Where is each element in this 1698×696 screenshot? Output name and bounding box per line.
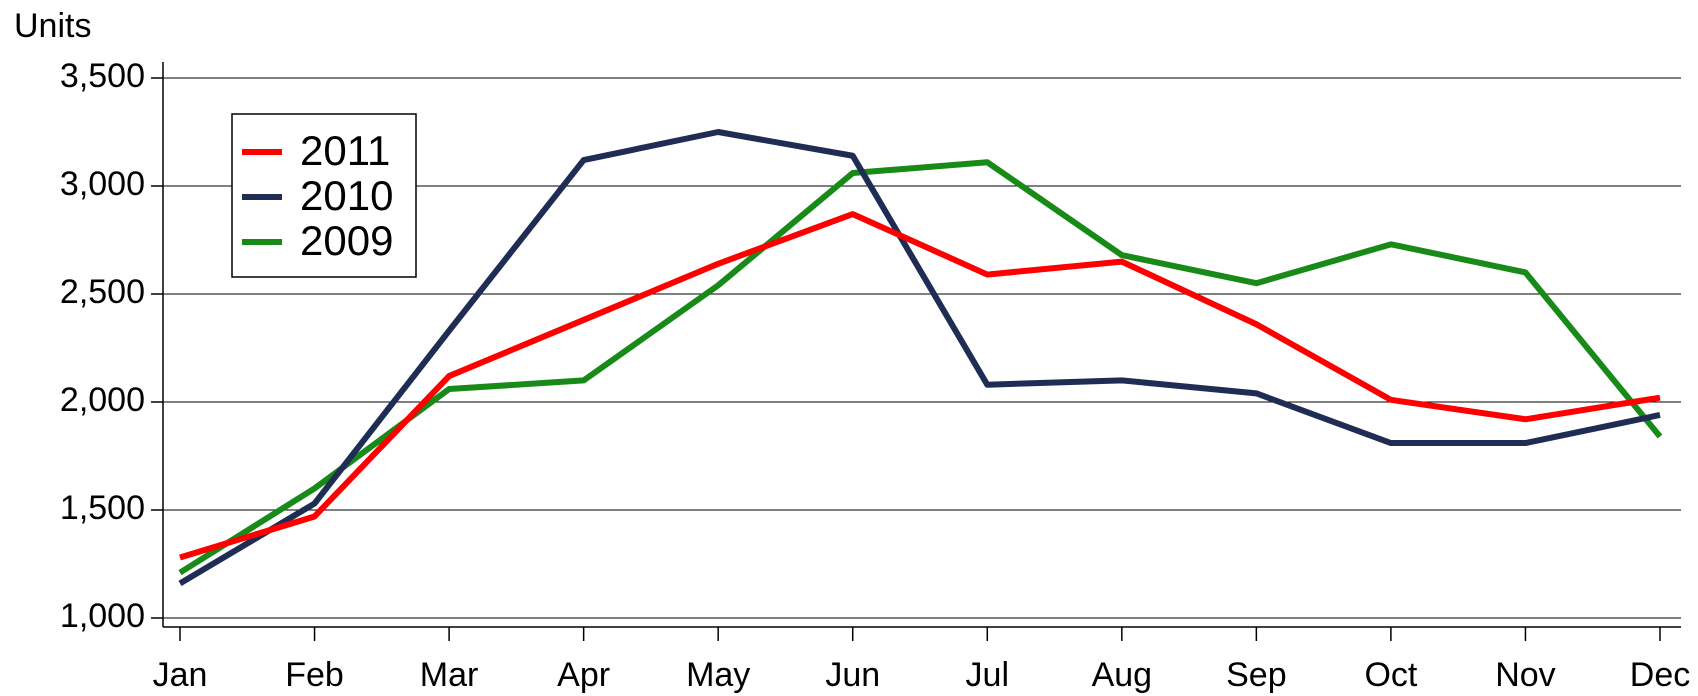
- x-tick-label: Mar: [420, 656, 479, 694]
- y-tick-label: 1,500: [60, 489, 145, 527]
- x-tick-label: Feb: [285, 656, 344, 694]
- y-tick-label: 2,000: [60, 381, 145, 419]
- x-tick-label: Sep: [1226, 656, 1287, 694]
- y-tick-label: 2,500: [60, 273, 145, 311]
- x-tick-label: Oct: [1364, 656, 1417, 694]
- series-line: [178, 159, 1663, 576]
- series-line: [179, 211, 1661, 561]
- x-tick-label: Jul: [966, 656, 1009, 694]
- legend-label: 2011: [300, 127, 390, 174]
- x-tick-label: Jun: [825, 656, 880, 694]
- y-axis-label: Units: [14, 7, 91, 45]
- x-tick-label: Apr: [557, 656, 610, 694]
- series-line: [178, 129, 1661, 587]
- x-tick-label: May: [686, 656, 750, 694]
- y-tick-label: 1,000: [60, 597, 145, 635]
- x-tick-label: Dec: [1630, 656, 1690, 694]
- y-tick-label: 3,000: [60, 165, 145, 203]
- legend-label: 2010: [300, 172, 393, 219]
- legend-label: 2009: [300, 217, 393, 264]
- y-tick-label: 3,500: [60, 57, 145, 95]
- x-tick-label: Nov: [1495, 656, 1555, 694]
- x-tick-label: Jan: [153, 656, 208, 694]
- x-tick-label: Aug: [1092, 656, 1153, 694]
